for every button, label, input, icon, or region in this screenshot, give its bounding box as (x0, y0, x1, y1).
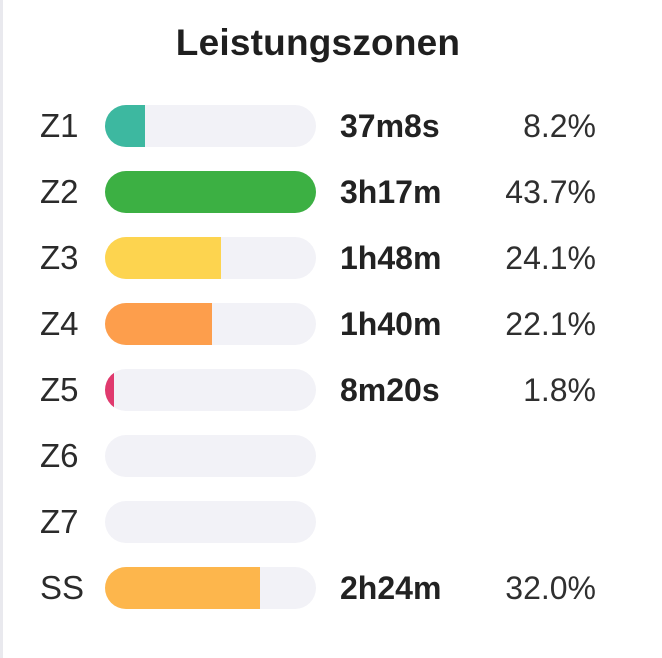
zone-bar-track (105, 435, 316, 477)
zone-row-z6: Z6 (0, 435, 662, 477)
zone-bar-track (105, 105, 316, 147)
zone-label: Z7 (40, 503, 79, 540)
zone-duration: 3h17m (340, 174, 442, 210)
zone-duration: 37m8s (340, 108, 440, 144)
zone-row-z3: Z3 1h48m 24.1% (0, 237, 662, 279)
zone-percent: 22.1% (505, 306, 596, 342)
zone-bar-track (105, 237, 316, 279)
panel-left-border (0, 0, 3, 658)
zone-duration: 1h48m (340, 240, 442, 276)
zone-label: Z1 (40, 107, 79, 144)
zone-percent: 43.7% (505, 174, 596, 210)
zone-bar-fill (105, 105, 145, 147)
zone-bar-fill (105, 369, 114, 411)
zone-label: Z2 (40, 173, 79, 210)
zone-duration: 2h24m (340, 570, 442, 606)
zone-bar-fill (105, 237, 222, 279)
zone-duration: 1h40m (340, 306, 442, 342)
zone-label: Z6 (40, 437, 79, 474)
zone-bar-fill (105, 171, 316, 213)
zone-row-z2: Z2 3h17m 43.7% (0, 171, 662, 213)
zone-percent: 32.0% (505, 570, 596, 606)
zone-label: Z5 (40, 371, 79, 408)
zone-row-z5: Z5 8m20s 1.8% (0, 369, 662, 411)
zone-row-z1: Z1 37m8s 8.2% (0, 105, 662, 147)
zone-bar-track (105, 303, 316, 345)
zone-bar-fill (105, 303, 212, 345)
zone-row-z4: Z4 1h40m 22.1% (0, 303, 662, 345)
zone-row-z7: Z7 (0, 501, 662, 543)
zone-percent: 8.2% (523, 108, 596, 144)
zone-duration: 8m20s (340, 372, 440, 408)
zone-label: Z4 (40, 305, 79, 342)
zone-percent: 1.8% (523, 372, 596, 408)
zone-bar-track (105, 369, 316, 411)
zone-bar-track (105, 567, 316, 609)
zone-percent: 24.1% (505, 240, 596, 276)
chart-title: Leistungszonen (175, 22, 461, 63)
zone-bar-track (105, 501, 316, 543)
zone-label: Z3 (40, 239, 79, 276)
zone-bar-track (105, 171, 316, 213)
zone-bar-fill (105, 567, 260, 609)
zone-label: SS (40, 569, 85, 606)
zone-row-ss: SS 2h24m 32.0% (0, 567, 662, 609)
